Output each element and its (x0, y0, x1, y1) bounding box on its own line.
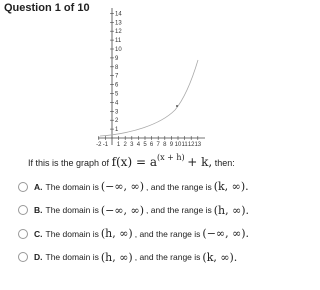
y-tick-label: 1 (115, 127, 119, 133)
radio[interactable] (18, 205, 28, 215)
range: (k, ∞). (213, 180, 249, 193)
x-tick-label: 6 (150, 142, 154, 148)
option-text: The domain is (45, 181, 99, 192)
y-tick-label: 10 (115, 47, 122, 53)
domain: (h, ∞) (100, 250, 133, 264)
option-text: , and the range is (134, 228, 201, 239)
radio[interactable] (18, 252, 28, 262)
domain: (−∞, ∞) (100, 180, 145, 193)
x-tick-label: 11 (181, 142, 188, 148)
option-letter: C. (34, 228, 43, 239)
radio[interactable] (18, 228, 28, 239)
x-tick-label: -2 (96, 142, 102, 148)
y-tick-label: 13 (115, 20, 122, 26)
option[interactable]: A. The domain is (−∞, ∞), and the range is… (18, 180, 251, 193)
y-tick-label: 4 (115, 100, 119, 106)
domain: (h, ∞) (100, 227, 133, 240)
question: If this is the graph of f(x) = a(x + h) … (28, 153, 235, 169)
y-tick-label: 8 (115, 65, 119, 71)
option-text: The domain is (45, 205, 99, 215)
x-tick-label: 13 (194, 142, 201, 148)
x-tick-label: 10 (175, 142, 182, 148)
point (176, 105, 178, 107)
x-tick-label: 8 (163, 142, 167, 148)
y-tick-label: 5 (115, 92, 119, 98)
x-tick-label: 1 (117, 142, 121, 148)
y-tick-label: 6 (115, 83, 119, 89)
y-tick-label: 12 (115, 29, 122, 35)
option[interactable]: D. The domain is (h, ∞), and the range is(… (18, 251, 239, 264)
x-tick-label: 9 (170, 142, 174, 148)
option-text: The domain is (45, 252, 99, 262)
y-tick-label: 2 (115, 118, 119, 124)
x-tick-label: -1 (103, 142, 109, 148)
range: (k, ∞). (202, 250, 238, 264)
option-letter: A. (34, 181, 43, 192)
curve (99, 59, 199, 137)
formula: f(x) = a (111, 155, 157, 169)
option[interactable]: B. The domain is (−∞, ∞), and the range is… (18, 204, 251, 217)
radio[interactable] (18, 181, 28, 192)
option-letter: B. (34, 205, 43, 215)
option-text: , and the range is (146, 205, 212, 215)
question-text: then: (214, 158, 235, 168)
exponent: (x + h) (156, 153, 185, 162)
option-text: , and the range is (134, 252, 201, 262)
y-tick-label: 7 (115, 74, 119, 80)
x-tick-label: 3 (130, 142, 134, 148)
option[interactable]: C. The domain is (h, ∞), and the range is(… (18, 227, 251, 240)
y-tick-label: 11 (115, 38, 122, 44)
page: Question 1 of 10 -2 -1 1 2 3 4 5 6 7 8 9 10 11 12 13 1 2… (4, 2, 251, 264)
x-tick-label: 5 (143, 142, 147, 148)
domain: (−∞, ∞) (100, 203, 145, 217)
option-text: The domain is (45, 228, 99, 239)
x-tick-label: 7 (157, 142, 161, 148)
y-tick-label: 3 (115, 109, 119, 115)
x-tick-label: 4 (137, 142, 141, 148)
option-letter: D. (34, 252, 43, 262)
y-tick-label: 9 (115, 56, 119, 62)
question-number: Question 1 of 10 (4, 2, 90, 14)
y-tick-label: 14 (115, 11, 122, 17)
range: (h, ∞). (213, 203, 250, 217)
x-tick-label: 2 (124, 142, 128, 148)
question-text: If this is the graph of (28, 158, 110, 168)
x-tick-label: 12 (188, 142, 195, 148)
option-text: , and the range is (146, 181, 212, 192)
formula-tail: + k, (187, 155, 213, 169)
range: (−∞, ∞). (202, 227, 250, 240)
